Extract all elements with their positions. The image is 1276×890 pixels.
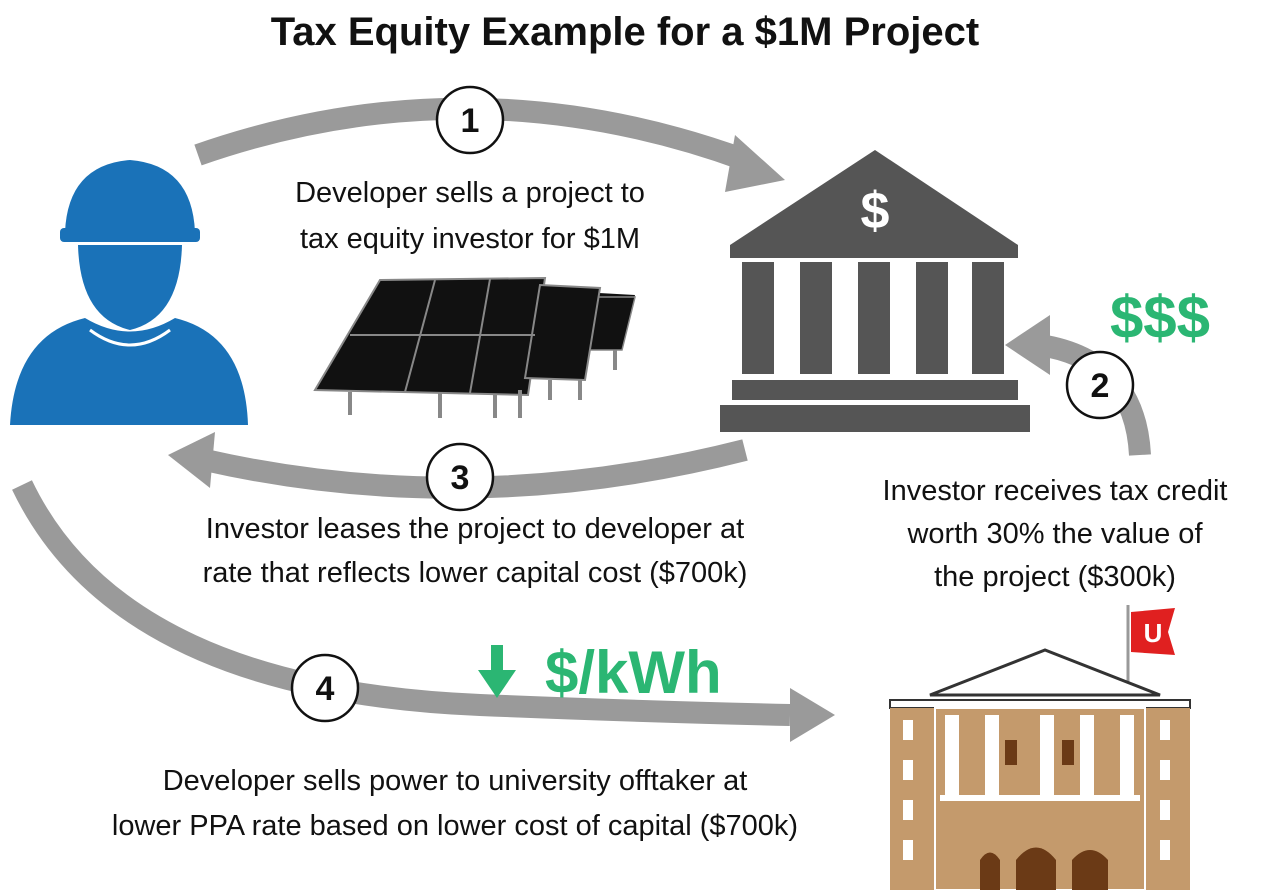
arrow-4-head [790, 688, 835, 742]
title: Tax Equity Example for a $1M Project [271, 10, 979, 54]
step-2-line: Investor receives tax credit [883, 475, 1228, 507]
step-4-number: 4 [316, 670, 335, 708]
step-1-line: tax equity investor for $1M [300, 223, 640, 255]
body: Tax Equity Example for a $1M Project 1 D… [0, 0, 1276, 890]
page: {"title": "Tax Equity Example for a $1M … [0, 0, 1276, 890]
step-2-line: the project ($300k) [934, 561, 1176, 593]
step-1-number: 1 [461, 102, 480, 140]
bank-symbol: $ [861, 182, 890, 240]
step-2-line: worth 30% the value of [906, 518, 1203, 550]
step-3-number: 3 [451, 459, 470, 497]
arrow-1-head [725, 135, 785, 192]
solar-panels [315, 278, 635, 418]
money-label: $$$ [1110, 284, 1210, 351]
flag-letter: U [1144, 618, 1163, 648]
step-3-line: rate that reflects lower capital cost ($… [203, 557, 748, 589]
diagram: Tax Equity Example for a $1M Project 1 D… [0, 0, 1276, 890]
step-3-line: Investor leases the project to developer… [206, 513, 744, 545]
step-4-line: Developer sells power to university offt… [163, 765, 748, 797]
step-1-line: Developer sells a project to [295, 177, 645, 209]
arrow-2-head [1005, 315, 1050, 375]
arrow-3-head [168, 432, 215, 488]
rate-label: $/kWh [545, 639, 722, 706]
step-4-line: lower PPA rate based on lower cost of ca… [112, 810, 798, 842]
developer-icon [10, 160, 248, 425]
step-2-number: 2 [1091, 367, 1110, 405]
down-arrow-icon [478, 645, 516, 698]
